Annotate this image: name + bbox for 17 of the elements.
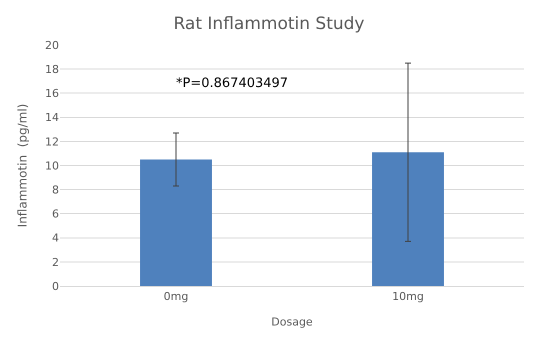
x-tick-label: 10mg [392,290,424,304]
y-tick-label: 18 [45,62,59,76]
y-tick-label: 14 [45,111,59,124]
y-tick-label: 12 [45,135,59,148]
y-tick-label: 16 [45,87,59,100]
y-tick-label: 10 [45,159,59,172]
y-tick-label: 2 [52,256,59,269]
y-tick-label: 4 [52,232,59,245]
y-axis-title: Inflammotin (pg/ml) [15,104,30,228]
annotation: *P=0.867403497 [176,76,288,91]
y-tick-label: 20 [45,38,59,52]
y-tick-label: 6 [52,208,59,221]
chart-title: Rat Inflammotin Study [173,14,365,34]
y-tick-label: 8 [52,183,59,196]
y-tick-label: 0 [52,280,59,293]
x-tick-label: 0mg [164,290,188,304]
x-axis-title: Dosage [271,315,313,328]
